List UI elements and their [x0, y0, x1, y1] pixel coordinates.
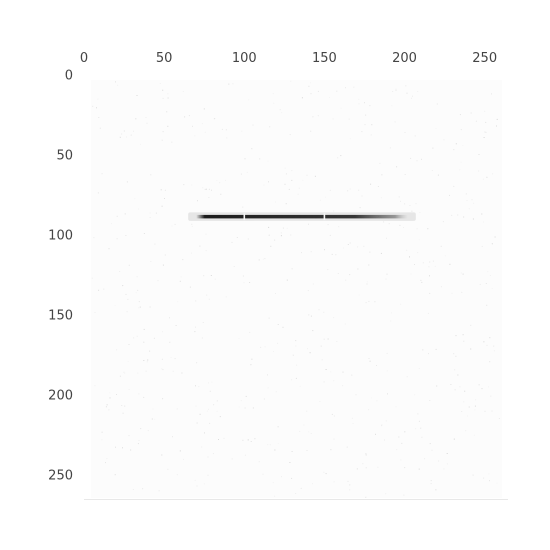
horizontal-streak	[196, 214, 408, 219]
x-axis: 0 50 100 150 200 250	[80, 51, 497, 66]
x-tick-label: 250	[472, 51, 497, 66]
image-feature-layer	[188, 212, 416, 221]
y-tick-label: 200	[48, 389, 73, 404]
y-tick-label: 0	[65, 69, 73, 84]
image-plot-area	[91, 80, 502, 498]
x-tick-label: 50	[156, 51, 173, 66]
y-tick-label: 50	[56, 149, 73, 164]
streak-gap	[243, 213, 246, 221]
x-tick-label: 0	[80, 51, 88, 66]
streak-gap	[323, 213, 326, 221]
y-tick-label: 100	[48, 229, 73, 244]
x-tick-label: 100	[232, 51, 257, 66]
y-axis: 0 50 100 150 200 250	[48, 69, 73, 484]
image-noise-layer	[91, 80, 500, 498]
x-tick-label: 150	[312, 51, 337, 66]
x-tick-label: 200	[392, 51, 417, 66]
y-tick-label: 250	[48, 469, 73, 484]
y-tick-label: 150	[48, 309, 73, 324]
